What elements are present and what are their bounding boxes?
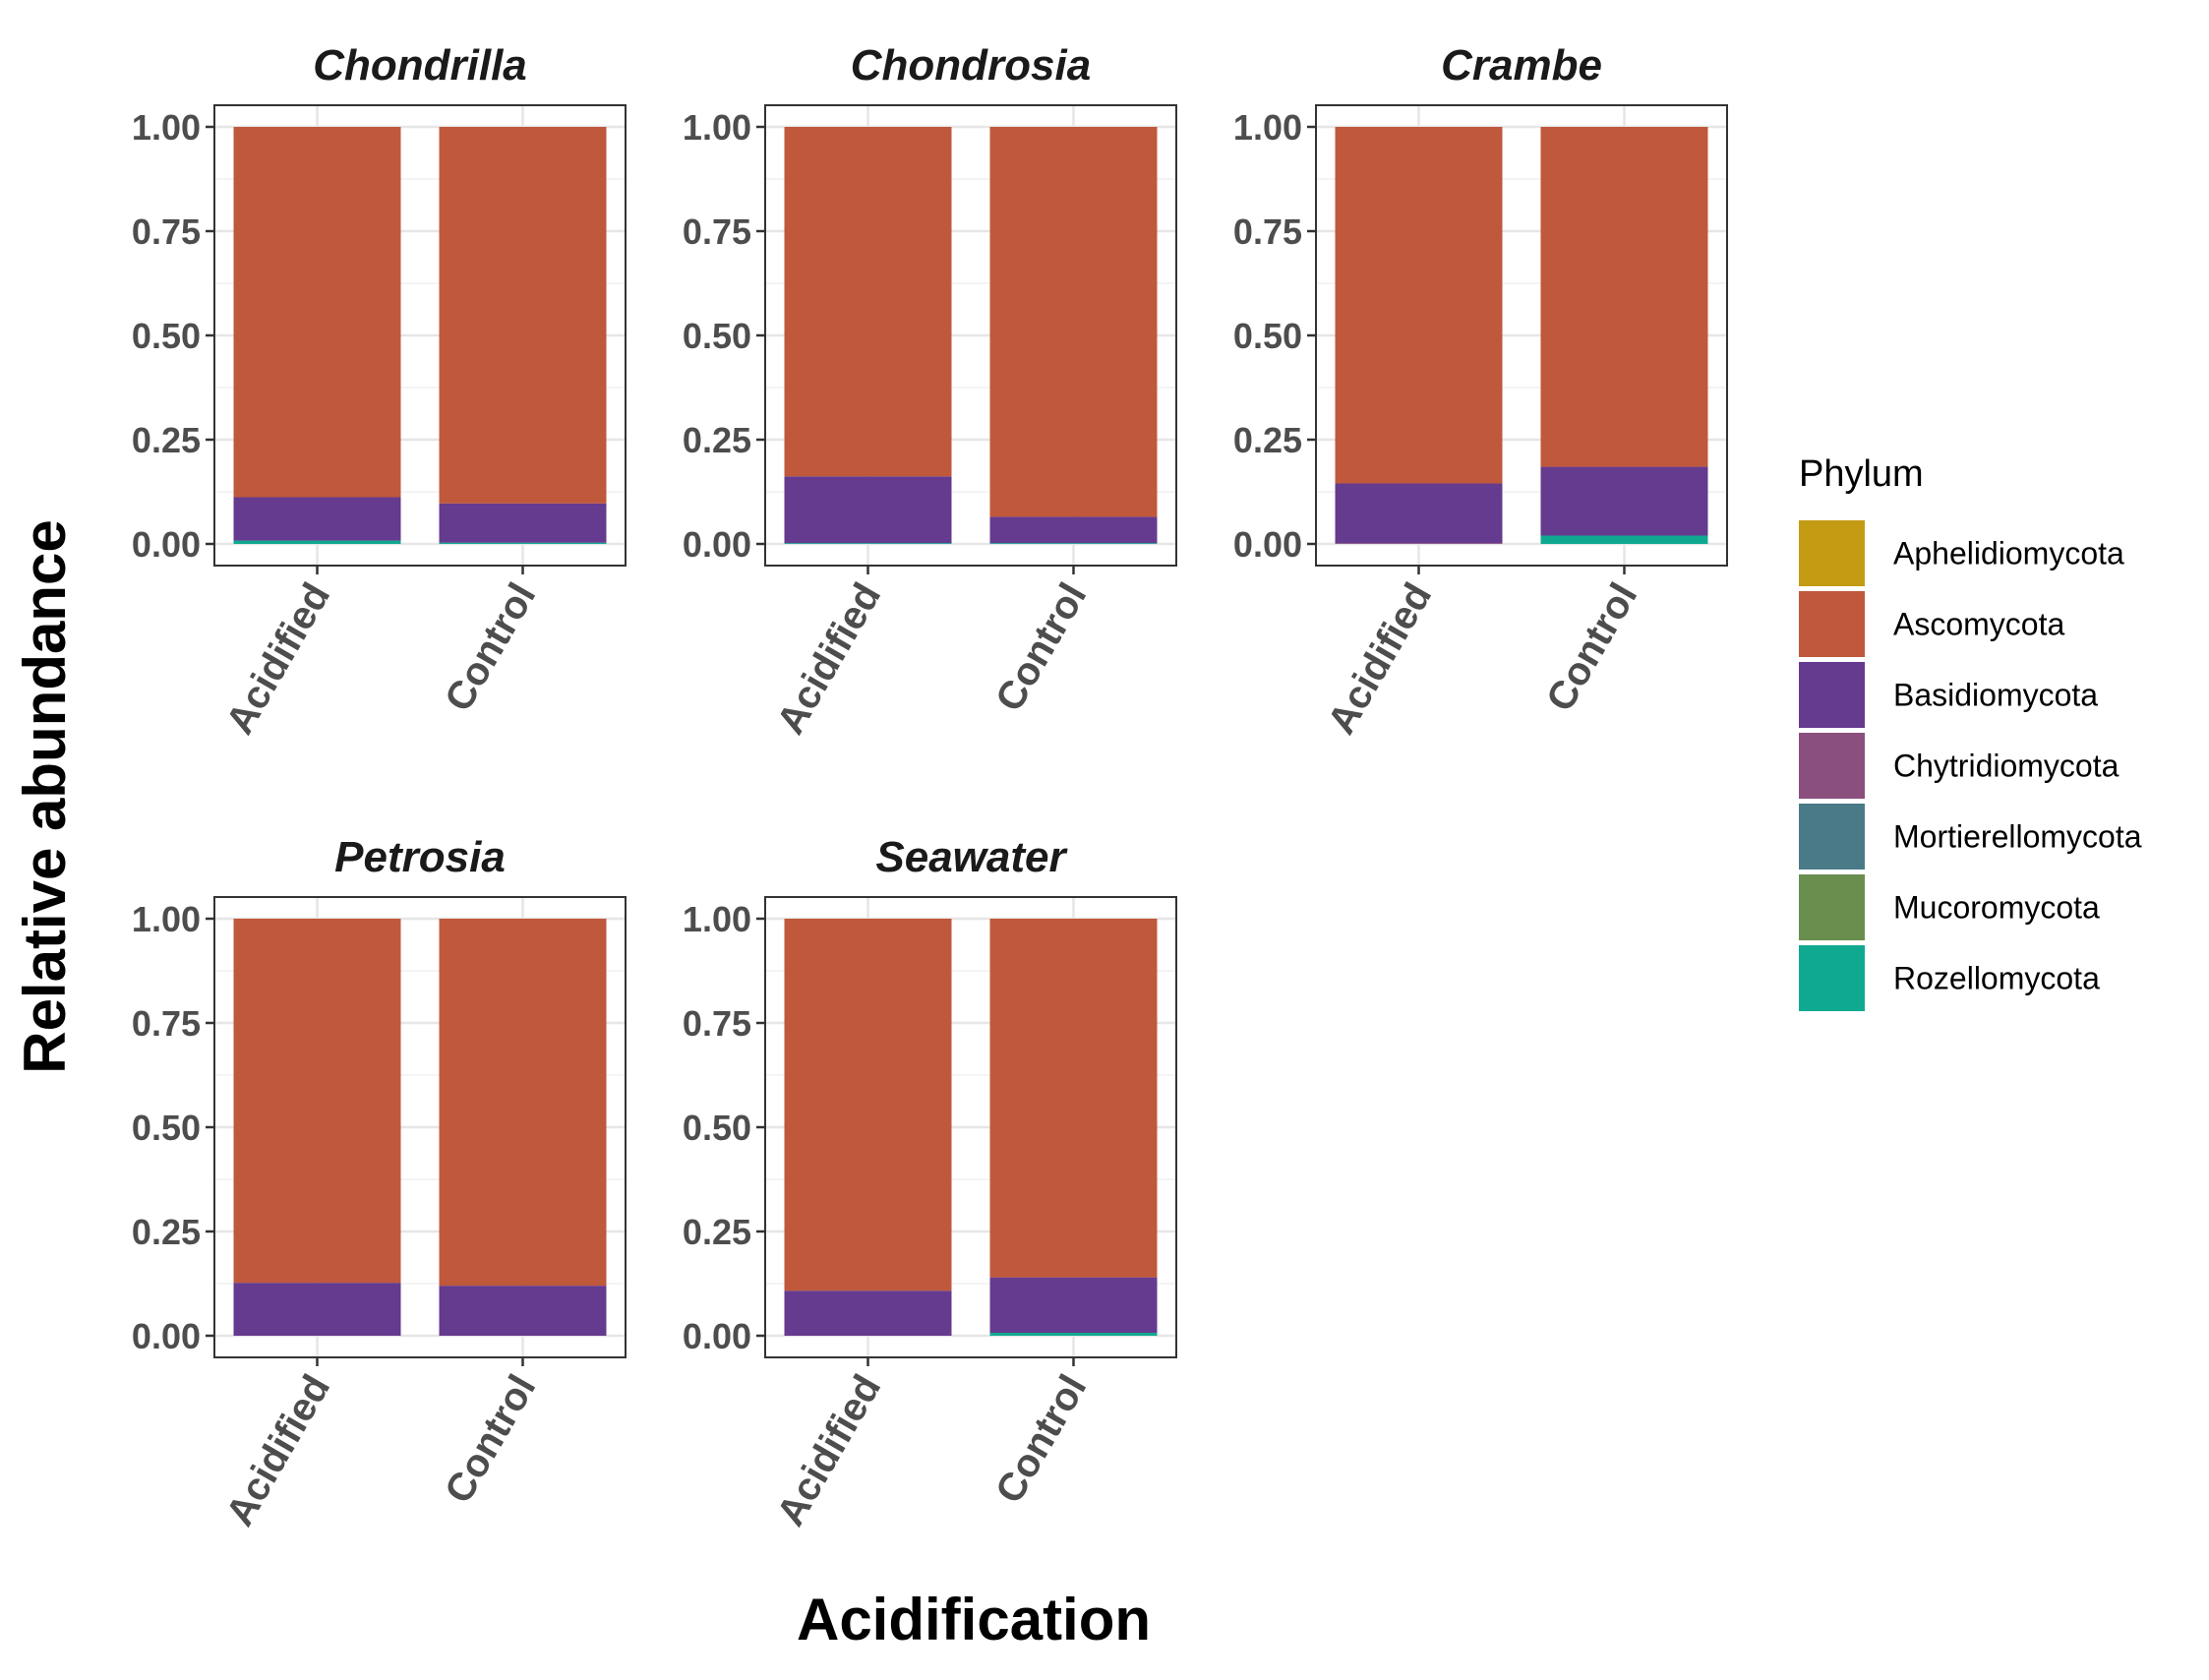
panel-chondrilla: Chondrilla 0.00 0.25 0.50 0.75 1.00 Acidified C… <box>132 41 627 742</box>
legend-label: Basidiomycota <box>1893 678 2098 713</box>
panel-crambe: Crambe 0.00 0.25 0.50 0.75 1.00 Acidified Contr… <box>1233 41 1728 742</box>
bar-segment-basidiomycota-acidified <box>233 497 401 541</box>
panel-title: Chondrilla <box>313 41 527 90</box>
x-tick-label: Acidified <box>769 1368 890 1533</box>
panel-title: Crambe <box>1441 41 1602 90</box>
y-tick-label: 0.50 <box>132 1108 201 1148</box>
x-tick-label: Acidified <box>218 1368 339 1533</box>
x-tick-label: Control <box>987 1368 1095 1511</box>
y-tick-label: 0.75 <box>683 1003 751 1044</box>
legend-label: Mucoromycota <box>1893 890 2100 926</box>
x-tick-label: Acidified <box>769 576 890 742</box>
panel-title: Petrosia <box>334 833 506 881</box>
bar-segment-basidiomycota-control <box>439 503 607 543</box>
y-tick-label: 1.00 <box>132 107 201 148</box>
y-tick-label: 1.00 <box>683 899 751 939</box>
bar-segment-rozellomycota-control <box>1540 535 1708 544</box>
legend: Aphelidiomycota Ascomycota Basidiomycota Ch… <box>1799 520 2142 1011</box>
y-tick-label: 0.75 <box>683 211 751 252</box>
y-tick-label: 0.00 <box>683 1316 751 1356</box>
legend-key-aphelidiomycota <box>1799 520 1865 586</box>
y-tick-label: 0.25 <box>132 420 201 460</box>
x-tick-label: Control <box>1538 576 1645 719</box>
legend-label: Aphelidiomycota <box>1893 536 2124 571</box>
y-tick-label: 1.00 <box>1233 107 1302 148</box>
legend-key-rozellomycota <box>1799 945 1865 1011</box>
bar-segment-basidiomycota-control <box>989 1277 1158 1334</box>
bar-segment-ascomycota-control <box>989 127 1158 517</box>
y-tick-label: 1.00 <box>132 899 201 939</box>
y-tick-label: 0.75 <box>1233 211 1302 252</box>
bar-segment-basidiomycota-acidified <box>1335 483 1503 544</box>
x-tick-label: Control <box>987 576 1095 719</box>
bar-segment-rozellomycota-control <box>989 1333 1158 1336</box>
bar-segment-ascomycota-acidified <box>784 919 952 1291</box>
y-tick-label: 0.25 <box>132 1212 201 1252</box>
panel-chondrosia: Chondrosia 0.00 0.25 0.50 0.75 1.00 Acidified C… <box>683 41 1177 742</box>
y-axis-title: Relative abundance <box>12 519 78 1074</box>
bar-segment-ascomycota-control <box>1540 127 1708 467</box>
bar-segment-ascomycota-control <box>439 127 607 504</box>
bar-segment-basidiomycota-acidified <box>233 1283 401 1336</box>
y-tick-label: 0.25 <box>683 420 751 460</box>
legend-key-ascomycota <box>1799 591 1865 657</box>
legend-label: Ascomycota <box>1893 607 2064 642</box>
panel-petrosia: Petrosia 0.00 0.25 0.50 0.75 1.00 Acidified Con… <box>132 833 627 1533</box>
legend-label: Chytridiomycota <box>1893 749 2119 784</box>
y-tick-label: 0.00 <box>1233 524 1302 565</box>
bar-segment-rozellomycota-acidified <box>233 540 401 544</box>
panel-title: Seawater <box>875 833 1068 881</box>
y-tick-label: 0.50 <box>683 316 751 356</box>
bar-segment-chytridiomycota-acidified <box>1335 543 1503 544</box>
bar-segment-ascomycota-control <box>989 919 1158 1278</box>
bar-segment-basidiomycota-control <box>439 1286 607 1336</box>
bar-segment-rozellomycota-acidified <box>784 543 952 544</box>
panel-seawater: Seawater 0.00 0.25 0.50 0.75 1.00 Acidified Con… <box>683 833 1177 1533</box>
legend-title: Phylum <box>1799 453 1924 495</box>
bar-segment-ascomycota-control <box>439 919 607 1287</box>
y-tick-label: 0.00 <box>683 524 751 565</box>
x-tick-label: Control <box>437 576 544 719</box>
x-tick-label: Acidified <box>218 576 339 742</box>
bar-segment-basidiomycota-acidified <box>784 1290 952 1336</box>
legend-key-chytridiomycota <box>1799 733 1865 799</box>
x-axis-title: Acidification <box>797 1587 1151 1652</box>
bar-segment-ascomycota-acidified <box>233 127 401 498</box>
legend-label: Mortierellomycota <box>1893 819 2142 855</box>
y-tick-label: 0.50 <box>1233 316 1302 356</box>
panel-title: Chondrosia <box>851 41 1091 90</box>
bar-segment-basidiomycota-acidified <box>784 476 952 544</box>
bar-segment-ascomycota-acidified <box>233 919 401 1284</box>
legend-key-mucoromycota <box>1799 874 1865 940</box>
bar-segment-ascomycota-acidified <box>784 127 952 477</box>
y-tick-label: 0.00 <box>132 524 201 565</box>
bar-segment-rozellomycota-control <box>989 543 1158 544</box>
y-tick-label: 0.75 <box>132 1003 201 1044</box>
y-tick-label: 0.50 <box>132 316 201 356</box>
y-tick-label: 0.00 <box>132 1316 201 1356</box>
bar-segment-basidiomycota-control <box>989 516 1158 544</box>
y-tick-label: 0.75 <box>132 211 201 252</box>
legend-key-basidiomycota <box>1799 662 1865 728</box>
legend-label: Rozellomycota <box>1893 961 2100 996</box>
legend-key-mortierellomycota <box>1799 804 1865 870</box>
bar-segment-basidiomycota-control <box>1540 466 1708 536</box>
bar-segment-ascomycota-acidified <box>1335 127 1503 484</box>
x-tick-label: Acidified <box>1320 576 1441 742</box>
bar-segment-rozellomycota-control <box>439 542 607 544</box>
y-tick-label: 0.25 <box>683 1212 751 1252</box>
x-tick-label: Control <box>437 1368 544 1511</box>
y-tick-label: 1.00 <box>683 107 751 148</box>
y-tick-label: 0.50 <box>683 1108 751 1148</box>
y-tick-label: 0.25 <box>1233 420 1302 460</box>
